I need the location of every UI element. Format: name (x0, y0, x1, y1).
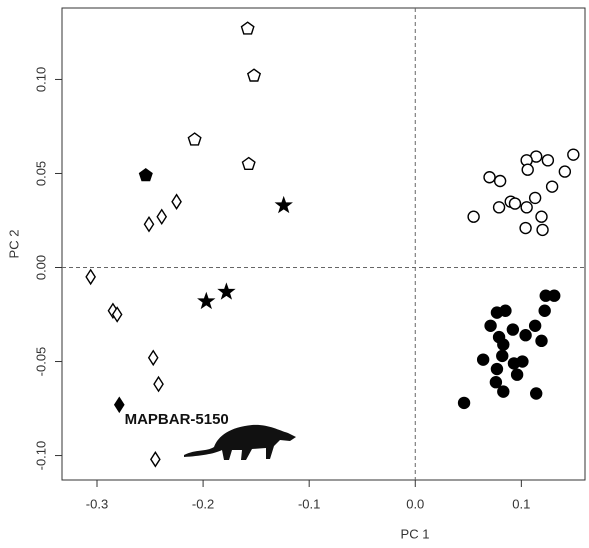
point (528, 319, 542, 333)
point (530, 387, 543, 400)
point (476, 353, 490, 366)
x-axis-label: PC 1 (401, 526, 430, 541)
x-tick-label: 0.0 (406, 496, 424, 511)
point (519, 221, 532, 235)
point (143, 215, 155, 233)
point (567, 148, 580, 161)
point (153, 375, 164, 393)
y-tick-label: 0.00 (33, 255, 48, 280)
x-tick-label: -0.2 (192, 496, 214, 511)
x-tick-label: -0.3 (86, 496, 108, 511)
point (246, 68, 262, 82)
point (489, 376, 503, 389)
point (156, 208, 168, 226)
point (497, 338, 510, 351)
point (241, 156, 256, 171)
point (538, 304, 551, 317)
point (558, 165, 572, 178)
point (492, 201, 506, 214)
point (147, 349, 159, 367)
point (535, 210, 548, 223)
point (520, 201, 533, 214)
point (510, 368, 524, 381)
y-tick-label: -0.05 (33, 347, 48, 377)
y-axis-label: PC 2 (6, 230, 21, 259)
point (535, 334, 548, 348)
point (521, 163, 534, 176)
point (496, 349, 509, 363)
point (85, 268, 96, 286)
point (484, 319, 497, 333)
point (506, 323, 520, 336)
point (548, 289, 561, 302)
y-tick-label: 0.05 (33, 161, 48, 186)
point (113, 396, 125, 414)
animal-silhouette (184, 424, 296, 460)
point (457, 396, 471, 410)
point (197, 291, 216, 310)
point (519, 329, 532, 342)
point (274, 195, 293, 214)
point (240, 21, 255, 35)
point (111, 306, 123, 323)
point (187, 132, 202, 146)
x-tick-label: 0.1 (512, 496, 530, 511)
point (171, 193, 182, 210)
point (508, 197, 522, 210)
point (150, 451, 161, 468)
point (490, 362, 504, 376)
point (545, 180, 559, 193)
point (541, 154, 555, 167)
point (528, 191, 542, 205)
point (493, 174, 507, 188)
x-tick-label: -0.1 (298, 496, 320, 511)
point (497, 385, 510, 398)
y-tick-label: -0.10 (33, 441, 48, 471)
point (138, 168, 153, 182)
point (490, 306, 504, 319)
point (217, 282, 236, 300)
plot-frame (61, 7, 586, 481)
y-tick-label: 0.10 (33, 67, 48, 92)
point (483, 171, 496, 184)
point (536, 223, 549, 237)
point (516, 355, 529, 368)
annotation: MAPBAR-5150 (125, 411, 229, 428)
point (467, 210, 480, 223)
